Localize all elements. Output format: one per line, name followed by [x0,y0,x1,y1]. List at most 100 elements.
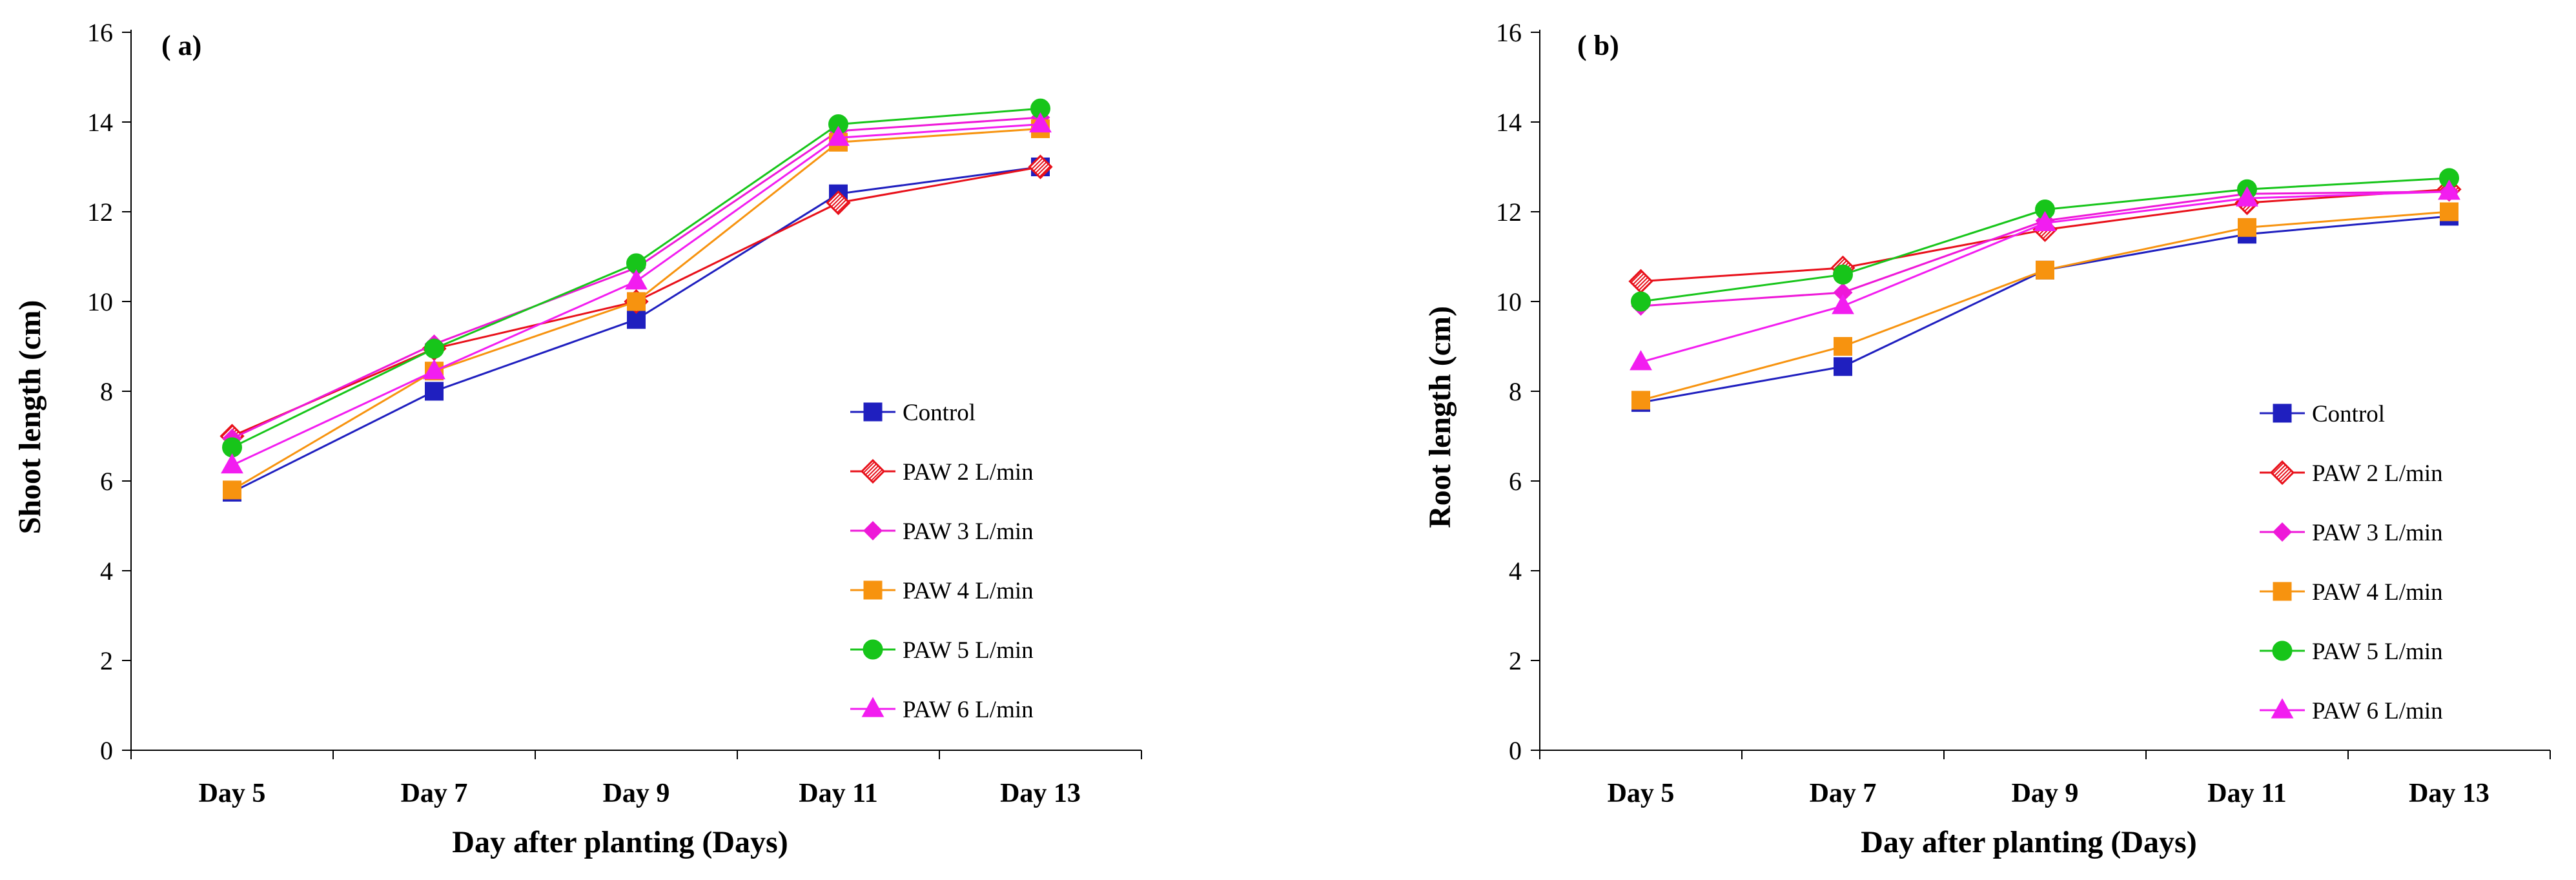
data-point [627,310,646,329]
series-line [231,166,1041,493]
data-point [1028,154,1053,179]
data-point [2236,186,2258,207]
y-tick-label: 8 [1509,377,1522,406]
y-axis-title: Shoot length (cm) [13,300,47,535]
legend-marker [2272,640,2293,661]
y-tick-label: 6 [100,467,113,496]
legend-item: PAW 4 L/min [850,578,1034,604]
y-tick-label: 8 [100,377,113,406]
data-point [1834,337,1852,356]
y-tick-label: 14 [1496,108,1522,137]
legend-item: PAW 5 L/min [850,637,1034,664]
y-tick-label: 12 [1496,198,1522,227]
legend-item: Control [2260,401,2385,427]
y-tick-label: 0 [1509,736,1522,765]
panel-label: ( a) [161,30,201,61]
y-tick-label: 2 [100,646,113,675]
legend-label: PAW 6 L/min [903,697,1034,723]
legend-item: Control [850,400,976,426]
data-point [1029,112,1052,133]
data-point [425,382,444,401]
data-point [1628,269,1653,294]
legend: Control PAW 2 L/min PAW 3 L/min PAW 4 L/min… [2260,401,2443,724]
y-tick-label: 10 [1496,287,1522,316]
legend-label: PAW 4 L/min [2312,579,2443,606]
legend-label: PAW 2 L/min [2312,460,2443,487]
y-tick-label: 16 [87,18,113,47]
x-tick-label: Day 7 [401,779,468,808]
chart-panel-a: 0 2 4 6 8 10 12 14 16 Day 5 Day 7 Day 9 Day 11 Day 13… [13,18,1142,859]
legend-marker [861,697,884,717]
series-paw-4-l-min [223,119,1050,500]
y-tick-label: 6 [1509,467,1522,496]
series-line [1641,215,2449,404]
legend-label: PAW 4 L/min [903,578,1034,604]
data-point [1631,291,1651,312]
legend-item: PAW 6 L/min [850,697,1034,723]
legend-marker [2273,582,2292,601]
x-tick-label: Day 5 [199,779,266,808]
legend-label: PAW 6 L/min [2312,698,2443,724]
y-tick-label: 10 [87,287,113,316]
y-tick-label: 2 [1509,646,1522,675]
y-tick-label: 12 [87,198,113,227]
legend-marker [863,580,883,600]
x-tick-label: Day 7 [1810,779,1877,808]
data-point [2034,210,2056,231]
legend-marker [863,639,883,660]
data-point [1833,283,1853,303]
data-point [1833,264,1853,285]
legend-item: PAW 2 L/min [850,458,1034,486]
legend: Control PAW 2 L/min PAW 3 L/min PAW 4 L/min… [850,400,1034,723]
series-paw-5-l-min [1631,168,2459,312]
chart-panel-b: 0 2 4 6 8 10 12 14 16 Day 5 Day 7 Day 9 Day 11 Day 13… [1423,18,2551,859]
legend-marker [2273,522,2292,542]
legend-item: PAW 6 L/min [2260,698,2443,724]
data-point [1832,294,1854,314]
data-point [2036,260,2054,280]
series-paw-5-l-min [222,98,1050,458]
x-tick-label: Day 9 [603,779,670,808]
legend-marker [863,402,883,422]
legend-label: PAW 5 L/min [903,637,1034,664]
data-point [223,480,241,500]
x-tick-label: Day 13 [1000,779,1081,808]
x-tick-label: Day 11 [2207,779,2287,808]
legend-label: PAW 3 L/min [903,518,1034,545]
legend-item: PAW 3 L/min [850,518,1034,545]
legend-marker [2271,698,2294,719]
data-point [1630,350,1652,371]
x-tick-label: Day 9 [2012,779,2079,808]
series-paw-4-l-min [1631,202,2458,410]
legend-item: PAW 4 L/min [2260,579,2443,606]
y-tick-label: 14 [87,108,113,137]
data-point [423,359,445,380]
legend-label: Control [903,400,976,426]
legend-item: PAW 2 L/min [2260,460,2443,487]
legend-label: PAW 2 L/min [903,459,1034,486]
legend-label: Control [2312,401,2385,427]
panel-label: ( b) [1577,30,1619,61]
y-tick-label: 0 [100,736,113,765]
data-point [625,269,648,290]
legend-marker [863,521,883,540]
data-point [2238,218,2256,237]
legend-item: PAW 5 L/min [2260,639,2443,665]
y-axis-title: Root length (cm) [1423,306,1457,528]
x-axis-title: Day after planting (Days) [452,825,788,859]
data-point [1834,357,1852,376]
y-tick-label: 4 [100,557,113,586]
series-paw-6-l-min [1630,179,2460,371]
data-point [1631,391,1650,410]
y-tick-label: 4 [1509,557,1522,586]
x-tick-label: Day 13 [2409,779,2489,808]
x-tick-label: Day 11 [799,779,878,808]
legend-label: PAW 5 L/min [2312,639,2443,665]
series-paw-6-l-min [221,112,1052,474]
x-axis-title: Day after planting (Days) [1861,825,2196,859]
data-point [627,292,646,311]
data-point [221,453,243,474]
data-point [826,190,851,216]
